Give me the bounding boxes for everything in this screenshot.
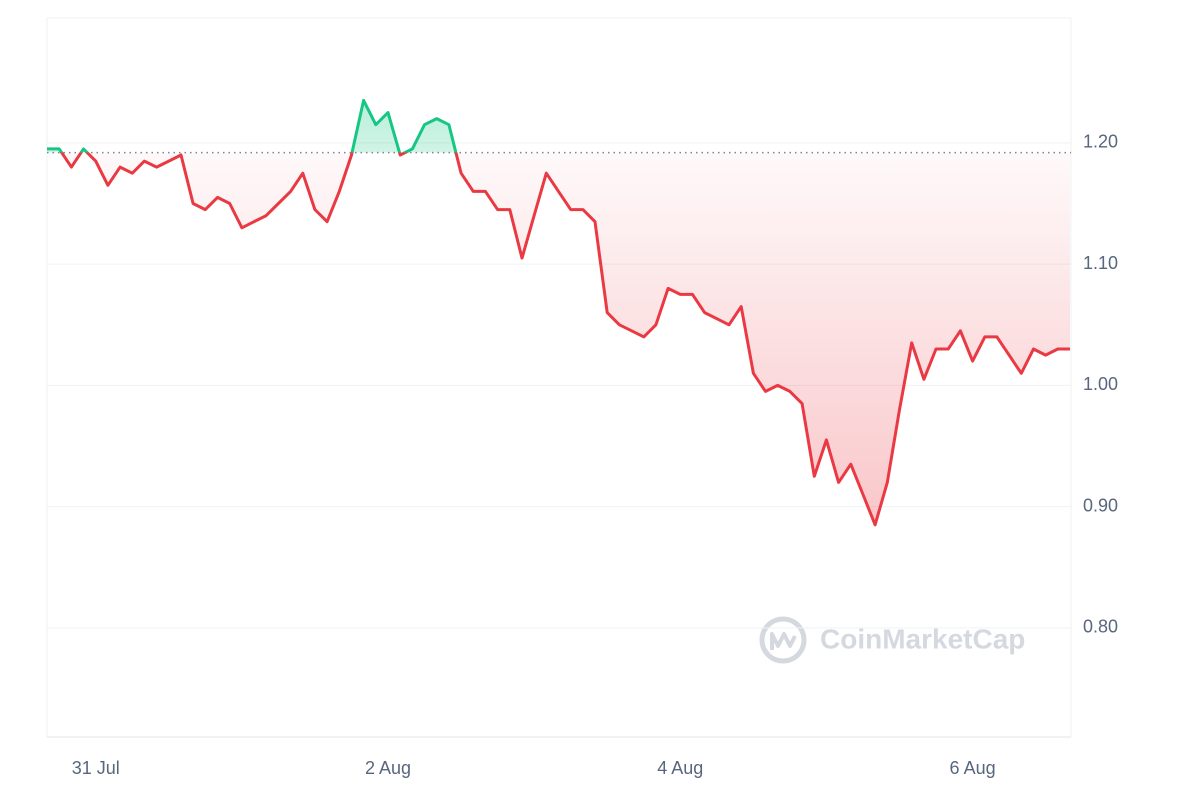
watermark-text: CoinMarketCap — [820, 623, 1025, 654]
watermark-logo-mark — [770, 632, 797, 650]
x-tick-label: 6 Aug — [950, 758, 996, 778]
watermark-logo — [759, 616, 807, 664]
y-tick-label: 1.20 — [1083, 132, 1118, 152]
x-tick-label: 31 Jul — [72, 758, 120, 778]
y-tick-label: 0.90 — [1083, 495, 1118, 515]
price-line — [47, 98, 1070, 527]
y-tick-label: 0.80 — [1083, 617, 1118, 637]
watermark: CoinMarketCap — [759, 616, 1025, 664]
x-tick-label: 4 Aug — [657, 758, 703, 778]
area — [47, 100, 1070, 525]
x-tick-label: 2 Aug — [365, 758, 411, 778]
y-tick-label: 1.10 — [1083, 253, 1118, 273]
y-tick-label: 1.00 — [1083, 374, 1118, 394]
